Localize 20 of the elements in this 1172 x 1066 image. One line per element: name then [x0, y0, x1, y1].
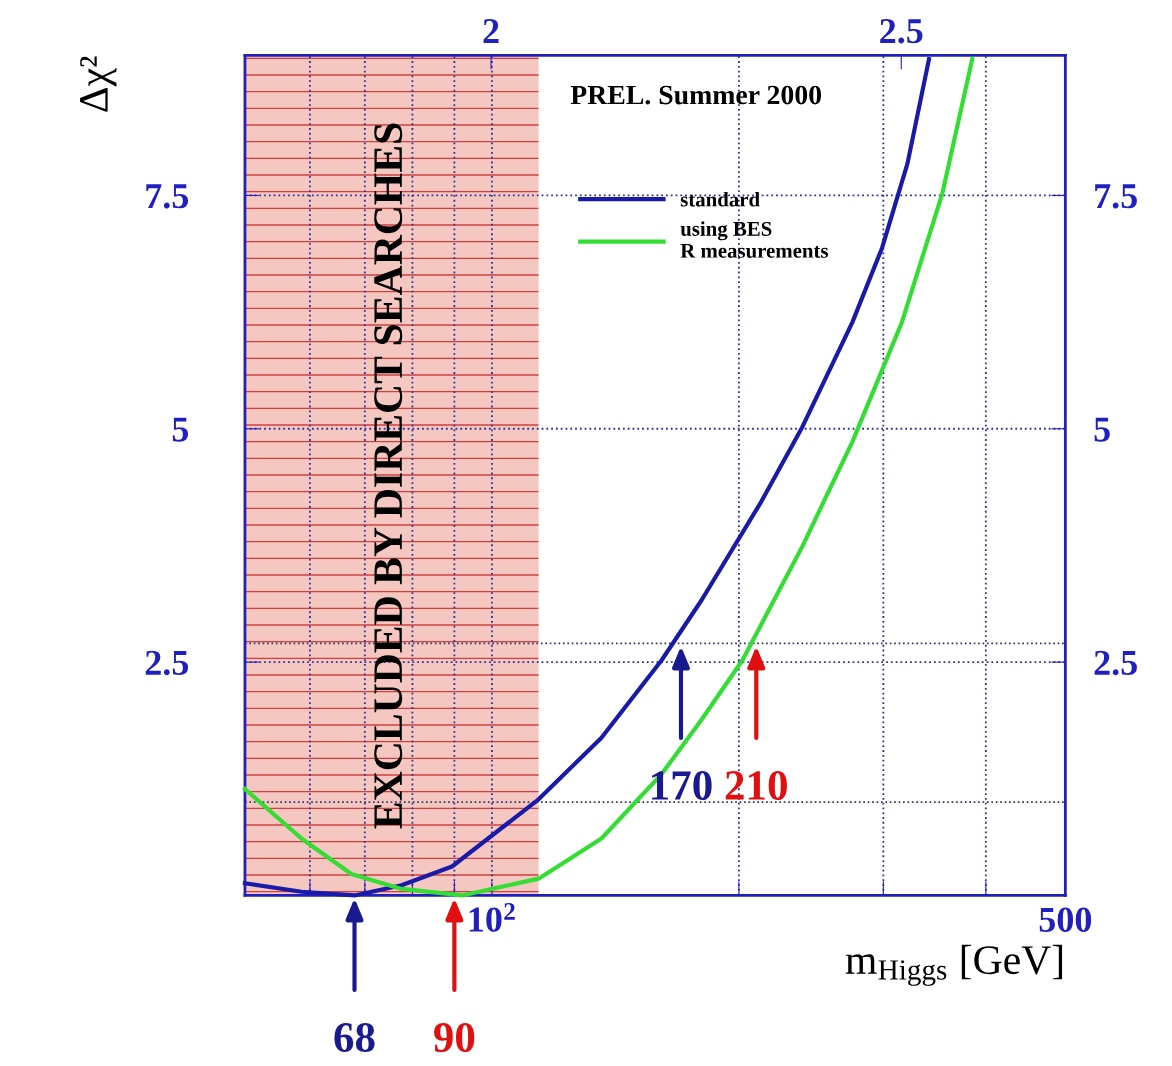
y2-tick-label: 7.5 [1095, 184, 1137, 209]
x-tick-label: 500 [1039, 907, 1092, 932]
y-axis-title: Δχ² [80, 56, 117, 112]
y-tick-label: 2.5 [145, 650, 189, 676]
y2-tick-label: 5 [1094, 417, 1110, 442]
annotation: 210 [725, 770, 787, 801]
x-tick-label: 10$^{2}$ [469, 903, 515, 932]
y-tick-label: 7.5 [146, 184, 189, 209]
annotation: 68 [334, 1022, 375, 1053]
x-axis-title: m$_{Higgs}$ [GeV] [845, 944, 1063, 986]
legend-label: using BES R measurements [680, 221, 829, 258]
band-label: EXCLUDED BY DIRECT SEARCHES [374, 123, 403, 829]
x2-tick-label: 2 [483, 18, 499, 43]
x2-tick-label: 2.5 [880, 18, 923, 44]
legend-label: standard [680, 191, 760, 207]
annotation: 170 [652, 770, 712, 801]
annotation: 90 [434, 1022, 475, 1053]
y-tick-label: 5 [172, 417, 189, 442]
annotation: PREL. Summer 2000 [570, 85, 822, 105]
y2-tick-label: 2.5 [1094, 650, 1137, 676]
